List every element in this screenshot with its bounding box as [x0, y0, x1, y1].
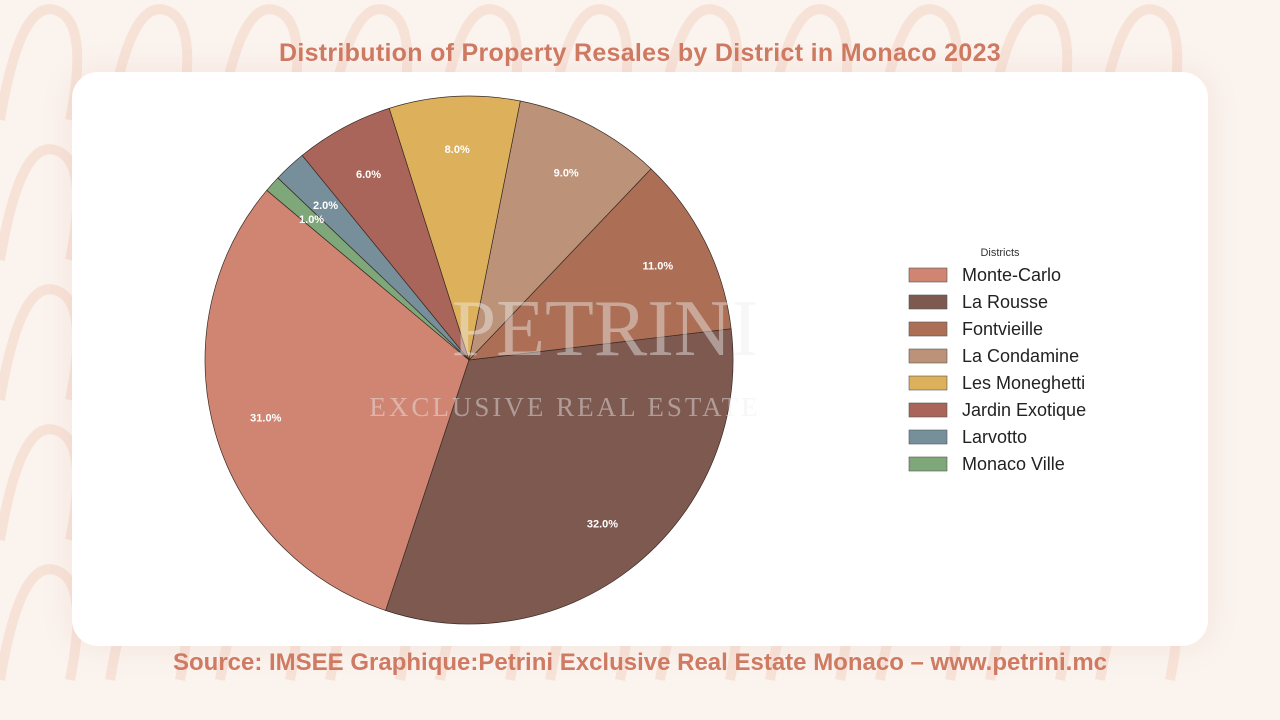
slice-percent-label: 6.0%: [356, 169, 381, 181]
background-pattern-stroke: [325, 4, 413, 121]
legend-swatch: [908, 321, 948, 337]
legend-swatch: [908, 294, 948, 310]
legend-label: Monte-Carlo: [962, 265, 1061, 285]
legend-label: Monaco Ville: [962, 454, 1065, 474]
legend-swatch: [908, 429, 948, 445]
slice-percent-label: 2.0%: [313, 200, 338, 212]
legend-swatch: [908, 348, 948, 364]
legend-swatch: [908, 402, 948, 418]
watermark-tagline: EXCLUSIVE REAL ESTATE: [369, 392, 760, 422]
background-pattern-stroke: [215, 4, 303, 121]
background-pattern-stroke: [765, 4, 853, 121]
legend-swatch: [908, 456, 948, 472]
legend: Monte-Carlo La Rousse Fontvieille La Condam…: [908, 265, 1086, 474]
legend-label: Larvotto: [962, 427, 1027, 447]
slice-percent-label: 32.0%: [587, 519, 618, 531]
background-pattern-stroke: [545, 4, 633, 121]
slice-percent-label: 31.0%: [250, 413, 281, 425]
watermark-logo-text: PETRINI: [452, 285, 759, 373]
background-pattern-stroke: [875, 4, 963, 121]
legend-label: Jardin Exotique: [962, 400, 1086, 420]
legend-swatch: [908, 375, 948, 391]
background-pattern-stroke: [655, 4, 743, 121]
watermark-logo: PETRINI EXCLUSIVE REAL ESTATE: [369, 285, 760, 422]
background-pattern-stroke: [1095, 4, 1183, 121]
pie-slice-la-condamine: [468, 100, 652, 362]
slice-percent-label: 1.0%: [299, 214, 324, 226]
legend-label: Fontvieille: [962, 319, 1043, 339]
pie-slice-fontvieille: [468, 168, 732, 361]
background-pattern-stroke: [105, 4, 193, 121]
background-pattern-stroke: [985, 4, 1073, 121]
background-pattern-stroke: [435, 4, 523, 121]
pie-slice-monte-carlo: [204, 189, 470, 611]
background-pattern-stroke: [0, 4, 83, 121]
slice-percent-label: 11.0%: [643, 260, 674, 272]
pie-slice-les-moneghetti: [388, 95, 521, 361]
chart-title: Distribution of Property Resales by Dist…: [278, 39, 1002, 67]
pie-slice-monaco-ville: [266, 177, 470, 361]
legend-title: Districts: [980, 247, 1020, 259]
source-caption: Source: IMSEE Graphique:Petrini Exclusiv…: [172, 649, 1108, 676]
pie-slice-la-rousse: [385, 328, 734, 625]
legend-label: La Condamine: [962, 346, 1079, 366]
legend-swatch: [908, 267, 948, 283]
legend-label: La Rousse: [962, 292, 1048, 312]
slice-percent-label: 9.0%: [554, 167, 579, 179]
slice-percent-label: 8.0%: [445, 144, 470, 156]
legend-label: Les Moneghetti: [962, 373, 1085, 393]
